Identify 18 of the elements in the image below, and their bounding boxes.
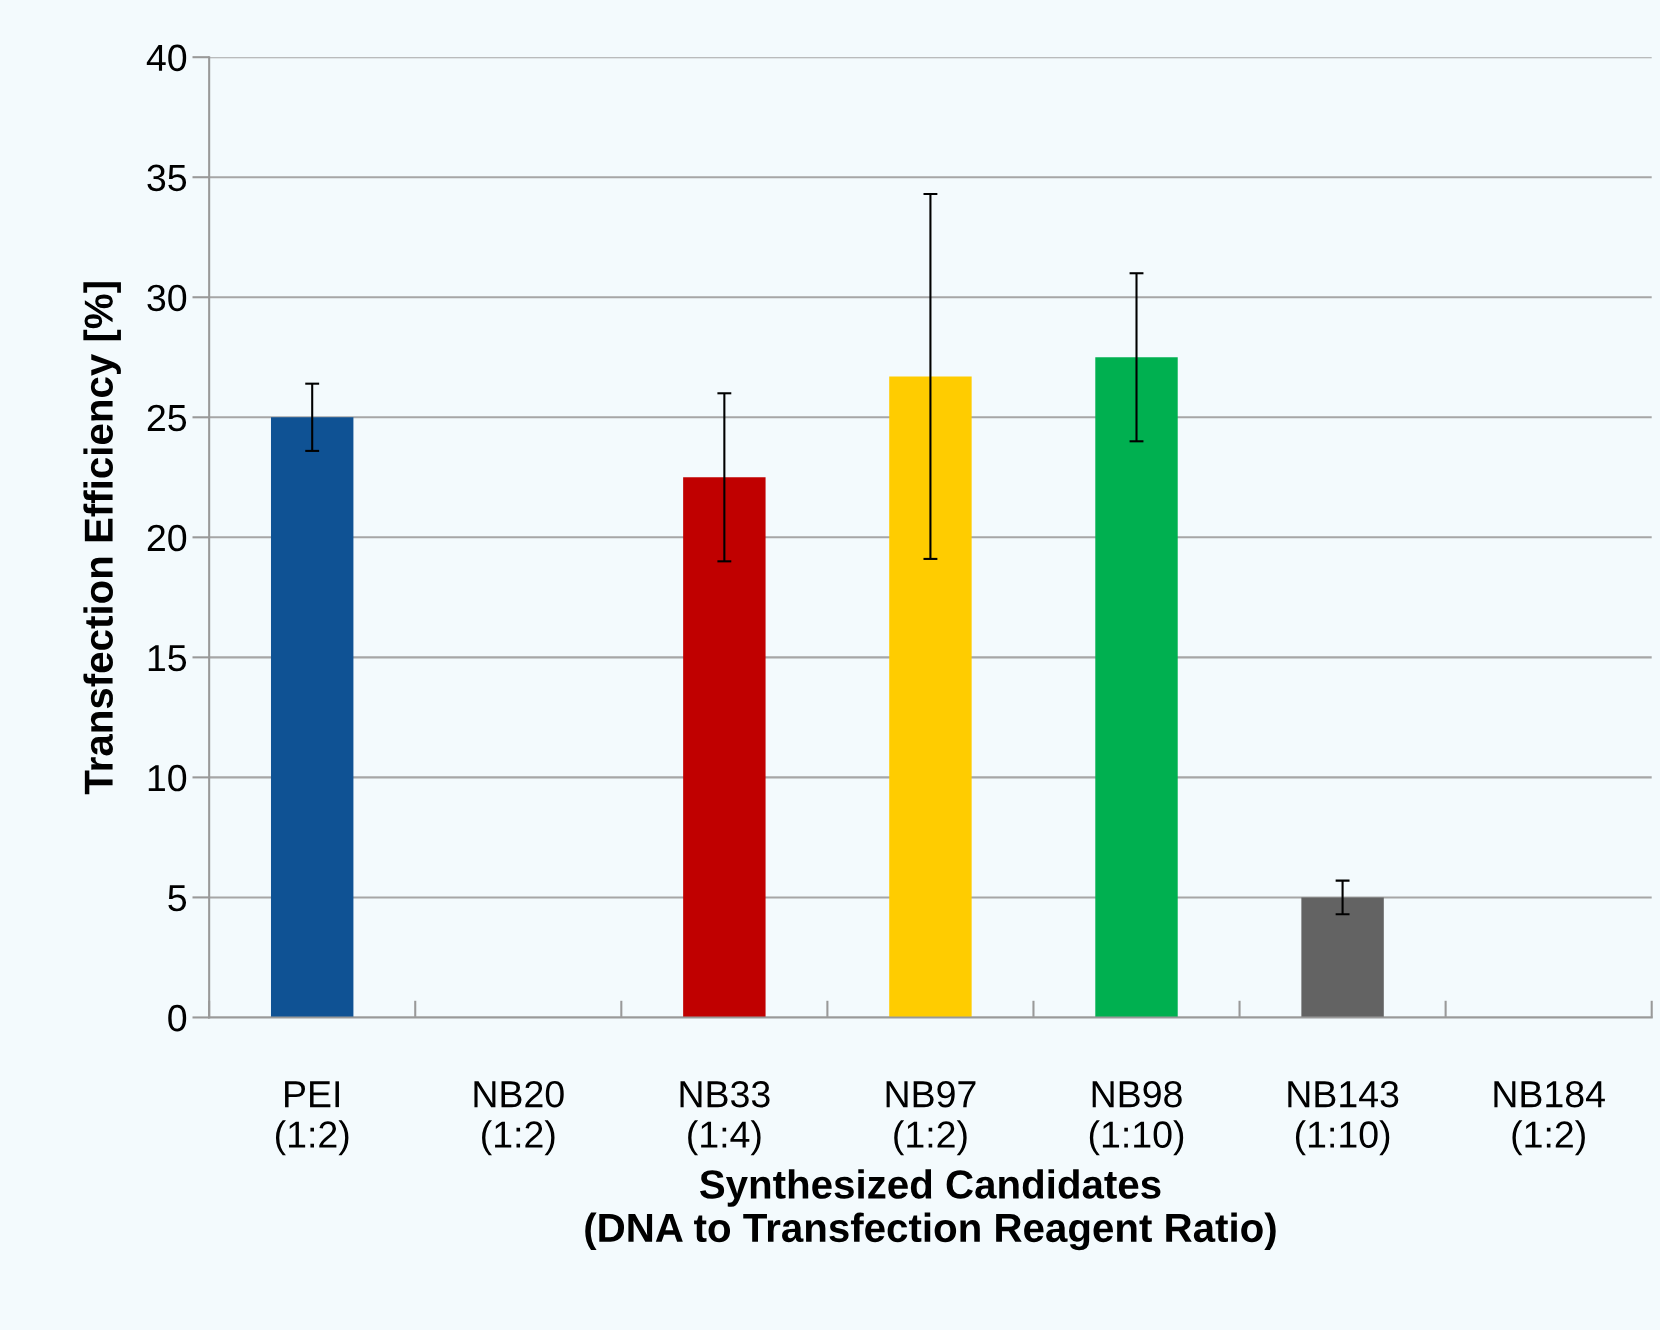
y-axis-title: Transfection Efficiency [%] [83,282,121,795]
x-tick-label: NB20 (1:2) [474,1080,564,1156]
y-tick-label: 20 [147,524,187,552]
y-tick-label: 40 [146,44,187,72]
x-tick-label: PEI (1:2) [275,1081,349,1156]
x-tick-label: NB143 (1:10) [1288,1080,1399,1156]
y-tick-label: 15 [148,645,187,672]
x-tick-label: NB98 (1:10) [1089,1080,1184,1156]
x-tick-label: NB97 (1:2) [886,1080,976,1156]
x-axis-title: Synthesized Candidates (DNA to Transfection Reagent Ratio) [585,1169,1276,1251]
y-tick-label: 0 [168,1004,187,1032]
y-tick-label: 35 [147,164,187,192]
y-tick-label: 10 [148,764,187,792]
x-tick-label: NB33 (1:4) [680,1080,770,1156]
y-tick-label: 25 [147,404,187,432]
y-tick-label: 5 [168,885,187,912]
y-tick-label: 30 [147,284,187,312]
x-tick-label: NB184 (1:2) [1494,1080,1605,1156]
